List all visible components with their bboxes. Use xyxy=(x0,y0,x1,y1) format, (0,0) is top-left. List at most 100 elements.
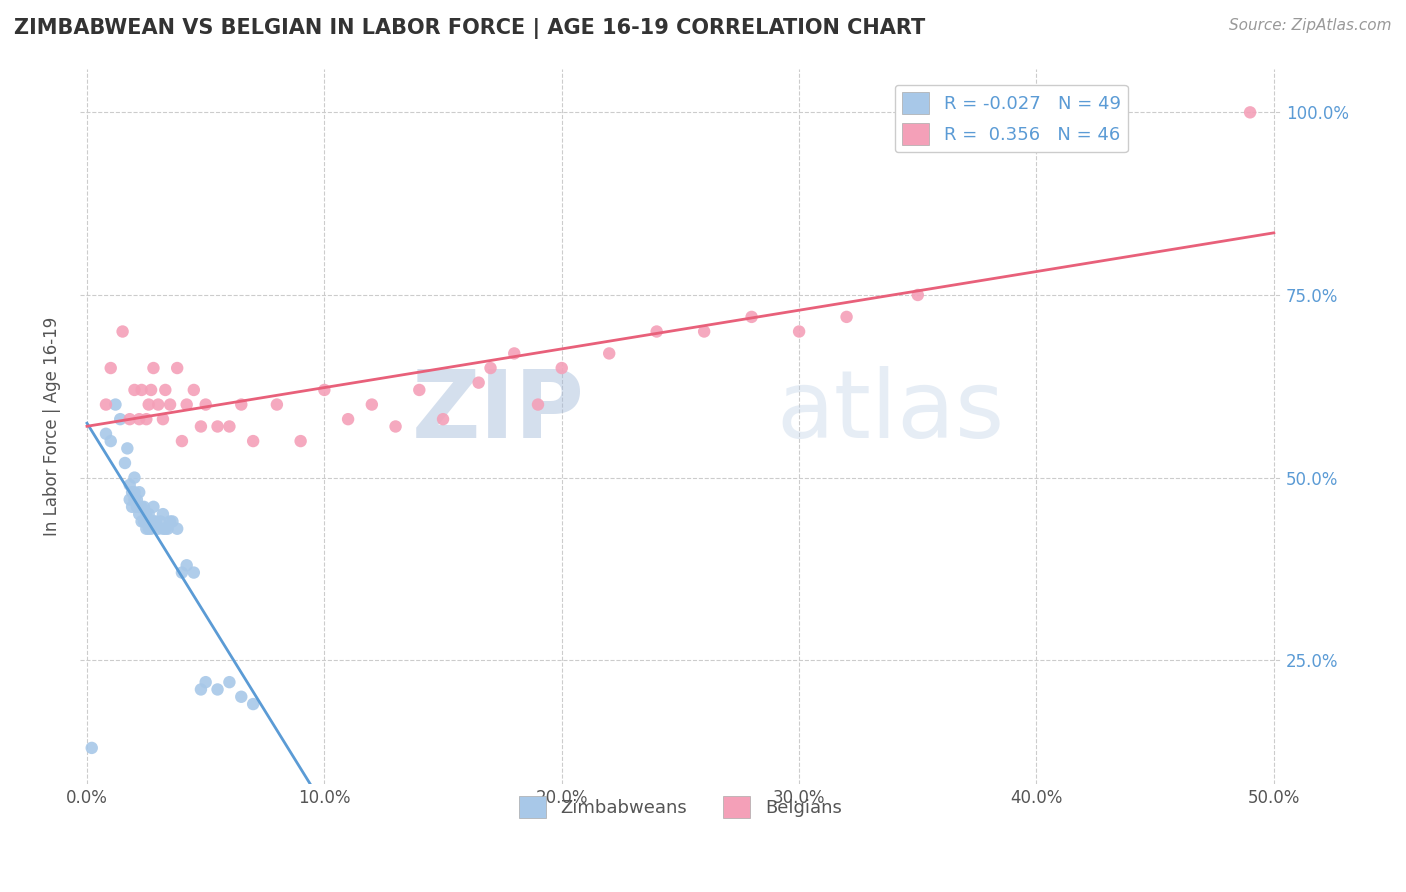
Point xyxy=(135,507,157,521)
Point xyxy=(94,398,117,412)
Point xyxy=(142,515,165,529)
Point xyxy=(138,507,160,521)
Text: ZIP: ZIP xyxy=(412,366,585,458)
Point xyxy=(118,492,141,507)
Point xyxy=(159,515,181,529)
Point xyxy=(314,383,336,397)
Point xyxy=(1239,105,1261,120)
Point xyxy=(132,500,155,514)
Point xyxy=(138,398,160,412)
Point xyxy=(360,398,382,412)
Point xyxy=(100,434,122,448)
Point xyxy=(121,485,143,500)
Point xyxy=(149,515,172,529)
Point xyxy=(231,398,253,412)
Point xyxy=(162,515,184,529)
Point xyxy=(479,361,502,376)
Point xyxy=(135,522,157,536)
Point xyxy=(142,500,165,514)
Point xyxy=(408,383,430,397)
Point xyxy=(110,412,132,426)
Point xyxy=(170,434,193,448)
Point xyxy=(135,412,157,426)
Point xyxy=(124,485,146,500)
Point xyxy=(598,346,620,360)
Point xyxy=(80,740,103,755)
Point xyxy=(114,456,136,470)
Point xyxy=(527,398,550,412)
Point xyxy=(128,500,150,514)
Point xyxy=(125,492,148,507)
Point xyxy=(124,383,146,397)
Point xyxy=(138,522,160,536)
Point xyxy=(218,419,240,434)
Point xyxy=(132,515,155,529)
Point xyxy=(190,682,212,697)
Point xyxy=(384,419,406,434)
Point xyxy=(194,398,217,412)
Text: atlas: atlas xyxy=(776,366,1005,458)
Point xyxy=(176,398,198,412)
Point xyxy=(432,412,454,426)
Text: ZIMBABWEAN VS BELGIAN IN LABOR FORCE | AGE 16-19 CORRELATION CHART: ZIMBABWEAN VS BELGIAN IN LABOR FORCE | A… xyxy=(14,18,925,39)
Point xyxy=(104,398,127,412)
Point xyxy=(139,522,162,536)
Point xyxy=(166,522,188,536)
Point xyxy=(194,675,217,690)
Point xyxy=(503,346,526,360)
Point xyxy=(131,383,153,397)
Point xyxy=(741,310,763,324)
Point xyxy=(183,566,205,580)
Point xyxy=(128,412,150,426)
Point xyxy=(190,419,212,434)
Point xyxy=(551,361,574,376)
Point xyxy=(166,361,188,376)
Point xyxy=(907,288,929,302)
Point xyxy=(183,383,205,397)
Point xyxy=(218,675,240,690)
Y-axis label: In Labor Force | Age 16-19: In Labor Force | Age 16-19 xyxy=(44,317,60,536)
Point xyxy=(242,434,264,448)
Point xyxy=(142,361,165,376)
Point xyxy=(693,325,716,339)
Point xyxy=(337,412,360,426)
Point xyxy=(148,522,170,536)
Point xyxy=(128,507,150,521)
Point xyxy=(124,492,146,507)
Point xyxy=(290,434,312,448)
Legend: Zimbabweans, Belgians: Zimbabweans, Belgians xyxy=(512,789,849,825)
Point xyxy=(207,419,229,434)
Point xyxy=(118,478,141,492)
Point xyxy=(152,522,174,536)
Point xyxy=(131,515,153,529)
Point xyxy=(111,325,134,339)
Point xyxy=(176,558,198,573)
Point xyxy=(266,398,288,412)
Point xyxy=(159,398,181,412)
Point xyxy=(94,426,117,441)
Point xyxy=(125,500,148,514)
Point xyxy=(231,690,253,704)
Point xyxy=(139,383,162,397)
Point xyxy=(152,507,174,521)
Point xyxy=(152,412,174,426)
Point xyxy=(131,500,153,514)
Point xyxy=(835,310,858,324)
Text: Source: ZipAtlas.com: Source: ZipAtlas.com xyxy=(1229,18,1392,33)
Point xyxy=(645,325,668,339)
Point xyxy=(118,412,141,426)
Point xyxy=(100,361,122,376)
Point xyxy=(155,522,177,536)
Point xyxy=(467,376,489,390)
Point xyxy=(207,682,229,697)
Point xyxy=(155,383,177,397)
Point xyxy=(156,522,179,536)
Point xyxy=(170,566,193,580)
Point xyxy=(121,500,143,514)
Point xyxy=(242,697,264,711)
Point xyxy=(787,325,810,339)
Point xyxy=(124,470,146,484)
Point xyxy=(128,485,150,500)
Point xyxy=(145,515,167,529)
Point xyxy=(117,442,139,456)
